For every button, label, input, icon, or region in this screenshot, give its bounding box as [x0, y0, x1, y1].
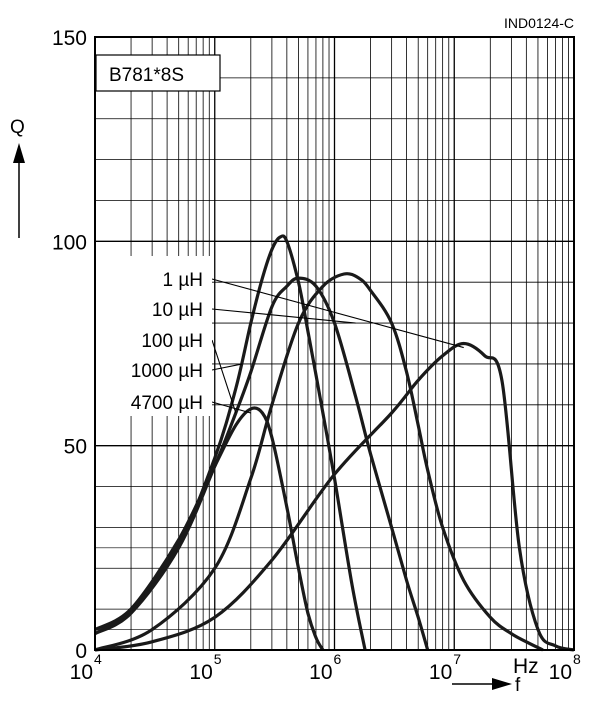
x-tick-label: 104: [70, 651, 102, 684]
svg-text:5: 5: [214, 651, 222, 667]
y-tick-label: 0: [75, 640, 87, 663]
series-line-4: [94, 406, 325, 651]
series-label: 1000 µH: [131, 361, 203, 382]
y-tick-label: 50: [64, 436, 87, 459]
grid: [95, 37, 574, 650]
y-tick-label: 150: [52, 27, 87, 50]
label-leader-line: [211, 308, 356, 324]
svg-text:4: 4: [94, 651, 102, 667]
x-tick-label: 108: [549, 651, 581, 684]
curves: [94, 234, 575, 652]
svg-text:10: 10: [70, 661, 93, 684]
svg-text:10: 10: [429, 661, 452, 684]
x-axis-arrow-icon: [452, 678, 512, 690]
plot-frame: [94, 36, 575, 651]
label-leader-line: [211, 363, 243, 371]
svg-text:7: 7: [453, 651, 461, 667]
label-leader-line: [211, 401, 251, 414]
svg-text:10: 10: [189, 661, 212, 684]
chart-title: B781*8S: [109, 65, 184, 86]
x-tick-label: 106: [309, 651, 341, 684]
label-leader-line: [211, 339, 237, 414]
series-label: 10 µH: [152, 300, 203, 321]
series-label: 1 µH: [162, 270, 203, 291]
series-line-0: [94, 341, 575, 652]
svg-text:8: 8: [573, 651, 581, 667]
x-axis-unit: Hz: [513, 655, 539, 678]
label-backdrop: [96, 256, 212, 416]
y-axis-label: Q: [10, 117, 25, 138]
series-label: 100 µH: [141, 331, 203, 352]
x-axis-label: f: [515, 675, 521, 696]
figure-id: IND0124-C: [504, 15, 574, 31]
label-leader-line: [211, 278, 464, 349]
title-box: [95, 54, 221, 92]
svg-text:10: 10: [549, 661, 572, 684]
svg-text:6: 6: [334, 651, 342, 667]
series-labels: 1 µH 10 µH 100 µH 1000 µH 4700 µH: [131, 270, 203, 414]
y-tick-label: 100: [52, 231, 87, 254]
svg-text:10: 10: [309, 661, 332, 684]
series-label: 4700 µH: [131, 393, 203, 414]
label-leaders: [211, 278, 464, 414]
x-tick-label: 107: [429, 651, 461, 684]
y-axis-arrow-icon: [13, 143, 25, 238]
series-line-1: [94, 272, 544, 652]
x-tick-label: 105: [189, 651, 221, 684]
